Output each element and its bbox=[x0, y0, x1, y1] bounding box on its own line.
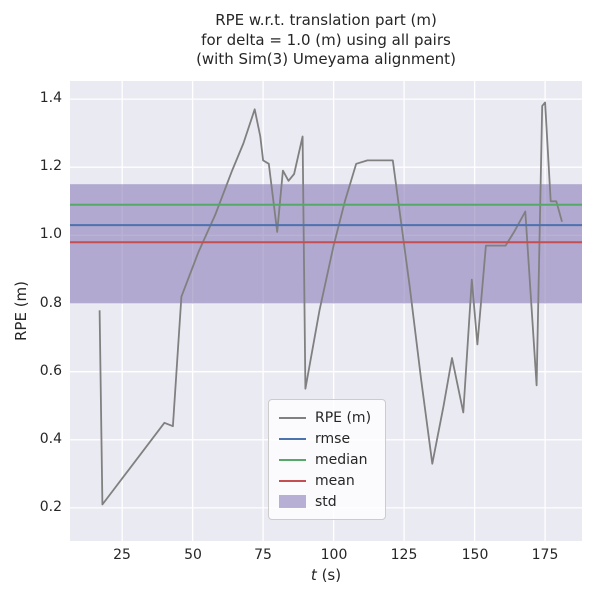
y-tick-label: 1.4 bbox=[39, 90, 62, 106]
y-tick-label: 0.4 bbox=[39, 431, 62, 447]
rpe-line bbox=[98, 101, 563, 506]
y-tick-label: 0.6 bbox=[39, 363, 62, 379]
legend-swatch-rpe-m bbox=[279, 416, 306, 419]
x-axis-label: t (s) bbox=[70, 566, 582, 584]
legend-swatch-mean bbox=[279, 479, 306, 482]
legend-label: median bbox=[315, 451, 368, 468]
legend: RPE (m) rmse median mean std bbox=[268, 399, 387, 520]
legend-swatch-rmse bbox=[279, 437, 306, 440]
chart-title-line-1: RPE w.r.t. translation part (m) bbox=[215, 11, 437, 29]
legend-label: RPE (m) bbox=[315, 409, 372, 426]
x-axis-label-unit: (s) bbox=[316, 566, 342, 584]
legend-swatch-median bbox=[279, 458, 306, 461]
x-tick-label: 150 bbox=[461, 547, 489, 563]
chart-title-line-3: (with Sim(3) Umeyama alignment) bbox=[196, 50, 456, 68]
x-tick-label: 100 bbox=[320, 547, 348, 563]
legend-item: mean bbox=[279, 472, 371, 489]
y-tick-label: 0.8 bbox=[39, 295, 62, 311]
legend-item: RPE (m) bbox=[279, 409, 371, 426]
chart-title: RPE w.r.t. translation part (m) for delt… bbox=[70, 11, 582, 70]
y-tick-label: 1.2 bbox=[39, 158, 62, 174]
plot-area: RPE (m) rmse median mean std bbox=[70, 81, 582, 541]
legend-swatch-std bbox=[279, 495, 306, 508]
chart-title-line-2: for delta = 1.0 (m) using all pairs bbox=[201, 30, 451, 49]
y-tick-label: 1.0 bbox=[39, 226, 62, 242]
x-tick-label: 25 bbox=[113, 547, 131, 563]
legend-label: rmse bbox=[315, 430, 351, 447]
x-tick-label: 50 bbox=[184, 547, 202, 563]
x-tick-label: 175 bbox=[531, 547, 559, 563]
legend-item: median bbox=[279, 451, 371, 468]
plot-svg bbox=[70, 81, 582, 541]
legend-label: std bbox=[315, 493, 337, 510]
std-band bbox=[70, 184, 582, 304]
x-tick-label: 125 bbox=[390, 547, 418, 563]
x-tick-label: 75 bbox=[254, 547, 272, 563]
legend-label: mean bbox=[315, 472, 355, 489]
x-axis-label-var: t bbox=[310, 566, 317, 584]
legend-item: std bbox=[279, 493, 371, 510]
legend-item: rmse bbox=[279, 430, 371, 447]
y-tick-label: 0.2 bbox=[39, 499, 62, 515]
